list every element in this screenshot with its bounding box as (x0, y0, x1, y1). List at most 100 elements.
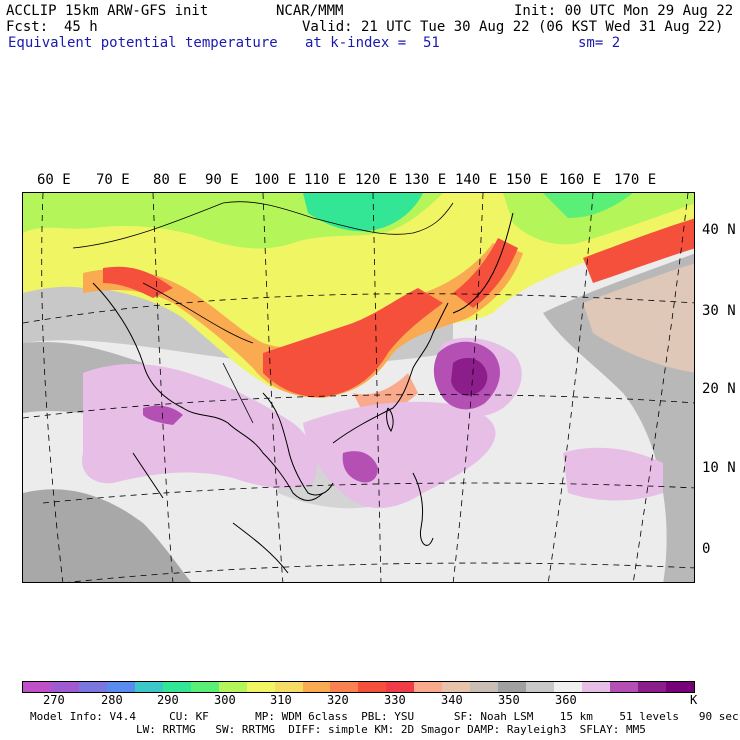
colorbar-swatch (302, 682, 331, 692)
lon-label: 70 E (96, 172, 130, 188)
graticule (23, 193, 694, 582)
coastline (332, 302, 449, 444)
forecast-hour: 45 h (64, 19, 98, 35)
colorbar-swatch (665, 682, 694, 692)
colorbar-swatch (554, 682, 583, 692)
field-region-365k (143, 405, 183, 425)
field-region-300k (303, 193, 423, 232)
coastline (452, 212, 514, 314)
field-region-330k (453, 238, 518, 308)
model-title: ACCLIP 15km ARW-GFS init (6, 3, 209, 19)
lon-label: 80 E (153, 172, 187, 188)
valid-time: Valid: 21 UTC Tue 30 Aug 22 (06 KST Wed … (302, 19, 724, 35)
colorbar-swatch (442, 682, 471, 692)
init-time: Init: 00 UTC Mon 29 Aug 22 (514, 3, 734, 19)
lat-label: 10 N (702, 460, 736, 476)
colorbar-tick-label: 300 (214, 693, 236, 707)
model-info-line: Model Info: V4.4 CU: KF MP: WDM 6class P… (30, 710, 739, 723)
colorbar-tick-label: 310 (270, 693, 292, 707)
field-region-330k (263, 288, 443, 398)
colorbar-swatch (190, 682, 219, 692)
field-region-315k (23, 193, 694, 395)
colorbar-swatch (470, 682, 499, 692)
colorbar-swatch (358, 682, 387, 692)
colorbar-tick-label: 330 (384, 693, 406, 707)
colorbar-swatch (386, 682, 415, 692)
colorbar-swatch (498, 682, 527, 692)
coastline (232, 522, 289, 574)
lon-label: 140 E (455, 172, 498, 188)
coastline (92, 282, 324, 501)
lat-label: 30 N (702, 303, 736, 319)
colorbar-swatch (106, 682, 135, 692)
colorbar-tick-label: 280 (101, 693, 123, 707)
physics-info-line: LW: RRTMG SW: RRTMG DIFF: simple KM: 2D … (30, 723, 646, 736)
lon-label: 120 E (355, 172, 398, 188)
org-label: NCAR/MMM (276, 3, 344, 19)
colorbar-tick-label: 340 (441, 693, 463, 707)
lon-label: 160 E (559, 172, 602, 188)
colorbar-swatch (78, 682, 107, 692)
lon-label: 150 E (506, 172, 549, 188)
smoothing-info: sm= 2 (578, 35, 621, 51)
lon-label: 100 E (254, 172, 297, 188)
lon-label: 60 E (37, 172, 71, 188)
country-borders (72, 201, 454, 424)
colorbar-tick-label: 290 (157, 693, 179, 707)
parallel-line (68, 562, 694, 582)
colorbar-swatch (162, 682, 191, 692)
border (222, 362, 254, 424)
lat-label: 20 N (702, 381, 736, 397)
colorbar-swatch (610, 682, 638, 692)
colorbar-swatch (330, 682, 359, 692)
border (72, 201, 454, 249)
map-panel (22, 192, 695, 583)
coastline (386, 407, 394, 432)
field-region-305k (503, 193, 694, 245)
coastline (262, 392, 334, 496)
colorbar-swatch (637, 682, 666, 692)
field-region-345k (23, 489, 192, 582)
colorbar-swatch (218, 682, 247, 692)
field-region-360k (303, 401, 496, 508)
colorbar-swatch (50, 682, 79, 692)
parallel-line (23, 394, 694, 419)
colorbar-swatch (414, 682, 443, 692)
border (142, 282, 254, 344)
field-region-370k (451, 357, 488, 396)
coastline (412, 472, 434, 546)
colorbar-swatch (23, 682, 51, 692)
forecast-label: Fcst: (6, 19, 49, 35)
field-region-330k (583, 218, 694, 283)
colorbar-swatch (246, 682, 275, 692)
field-region-360k (82, 363, 317, 489)
lat-label: 0 (702, 541, 711, 557)
field-name: Equivalent potential temperature (8, 35, 278, 51)
colorbar-swatch (134, 682, 163, 692)
field-region-300k (543, 193, 633, 218)
lon-label: 170 E (614, 172, 657, 188)
lat-label: 40 N (702, 222, 736, 238)
colorbar-unit: K (690, 693, 698, 707)
coastlines (92, 212, 514, 574)
colorbar-swatch (274, 682, 303, 692)
colorbar-tick-label: 270 (43, 693, 65, 707)
lon-label: 130 E (404, 172, 447, 188)
level-info: at k-index = 51 (305, 35, 440, 51)
colorbar-tick-label: 350 (498, 693, 520, 707)
parallel-line (23, 293, 694, 324)
field-region-365k (342, 451, 378, 483)
colorbar-tick-label: 320 (327, 693, 349, 707)
colorbar (22, 681, 695, 693)
colorbar-tick-label: 360 (555, 693, 577, 707)
field-region-330k (103, 266, 173, 298)
parallel-line (42, 482, 694, 504)
colorbar-swatch (582, 682, 611, 692)
colorbar-swatch (526, 682, 555, 692)
coastline (132, 452, 164, 499)
lon-label: 110 E (304, 172, 347, 188)
lon-label: 90 E (205, 172, 239, 188)
field-region-345k (583, 263, 694, 373)
meridian-line (632, 193, 689, 582)
field-region-360k (563, 447, 663, 501)
